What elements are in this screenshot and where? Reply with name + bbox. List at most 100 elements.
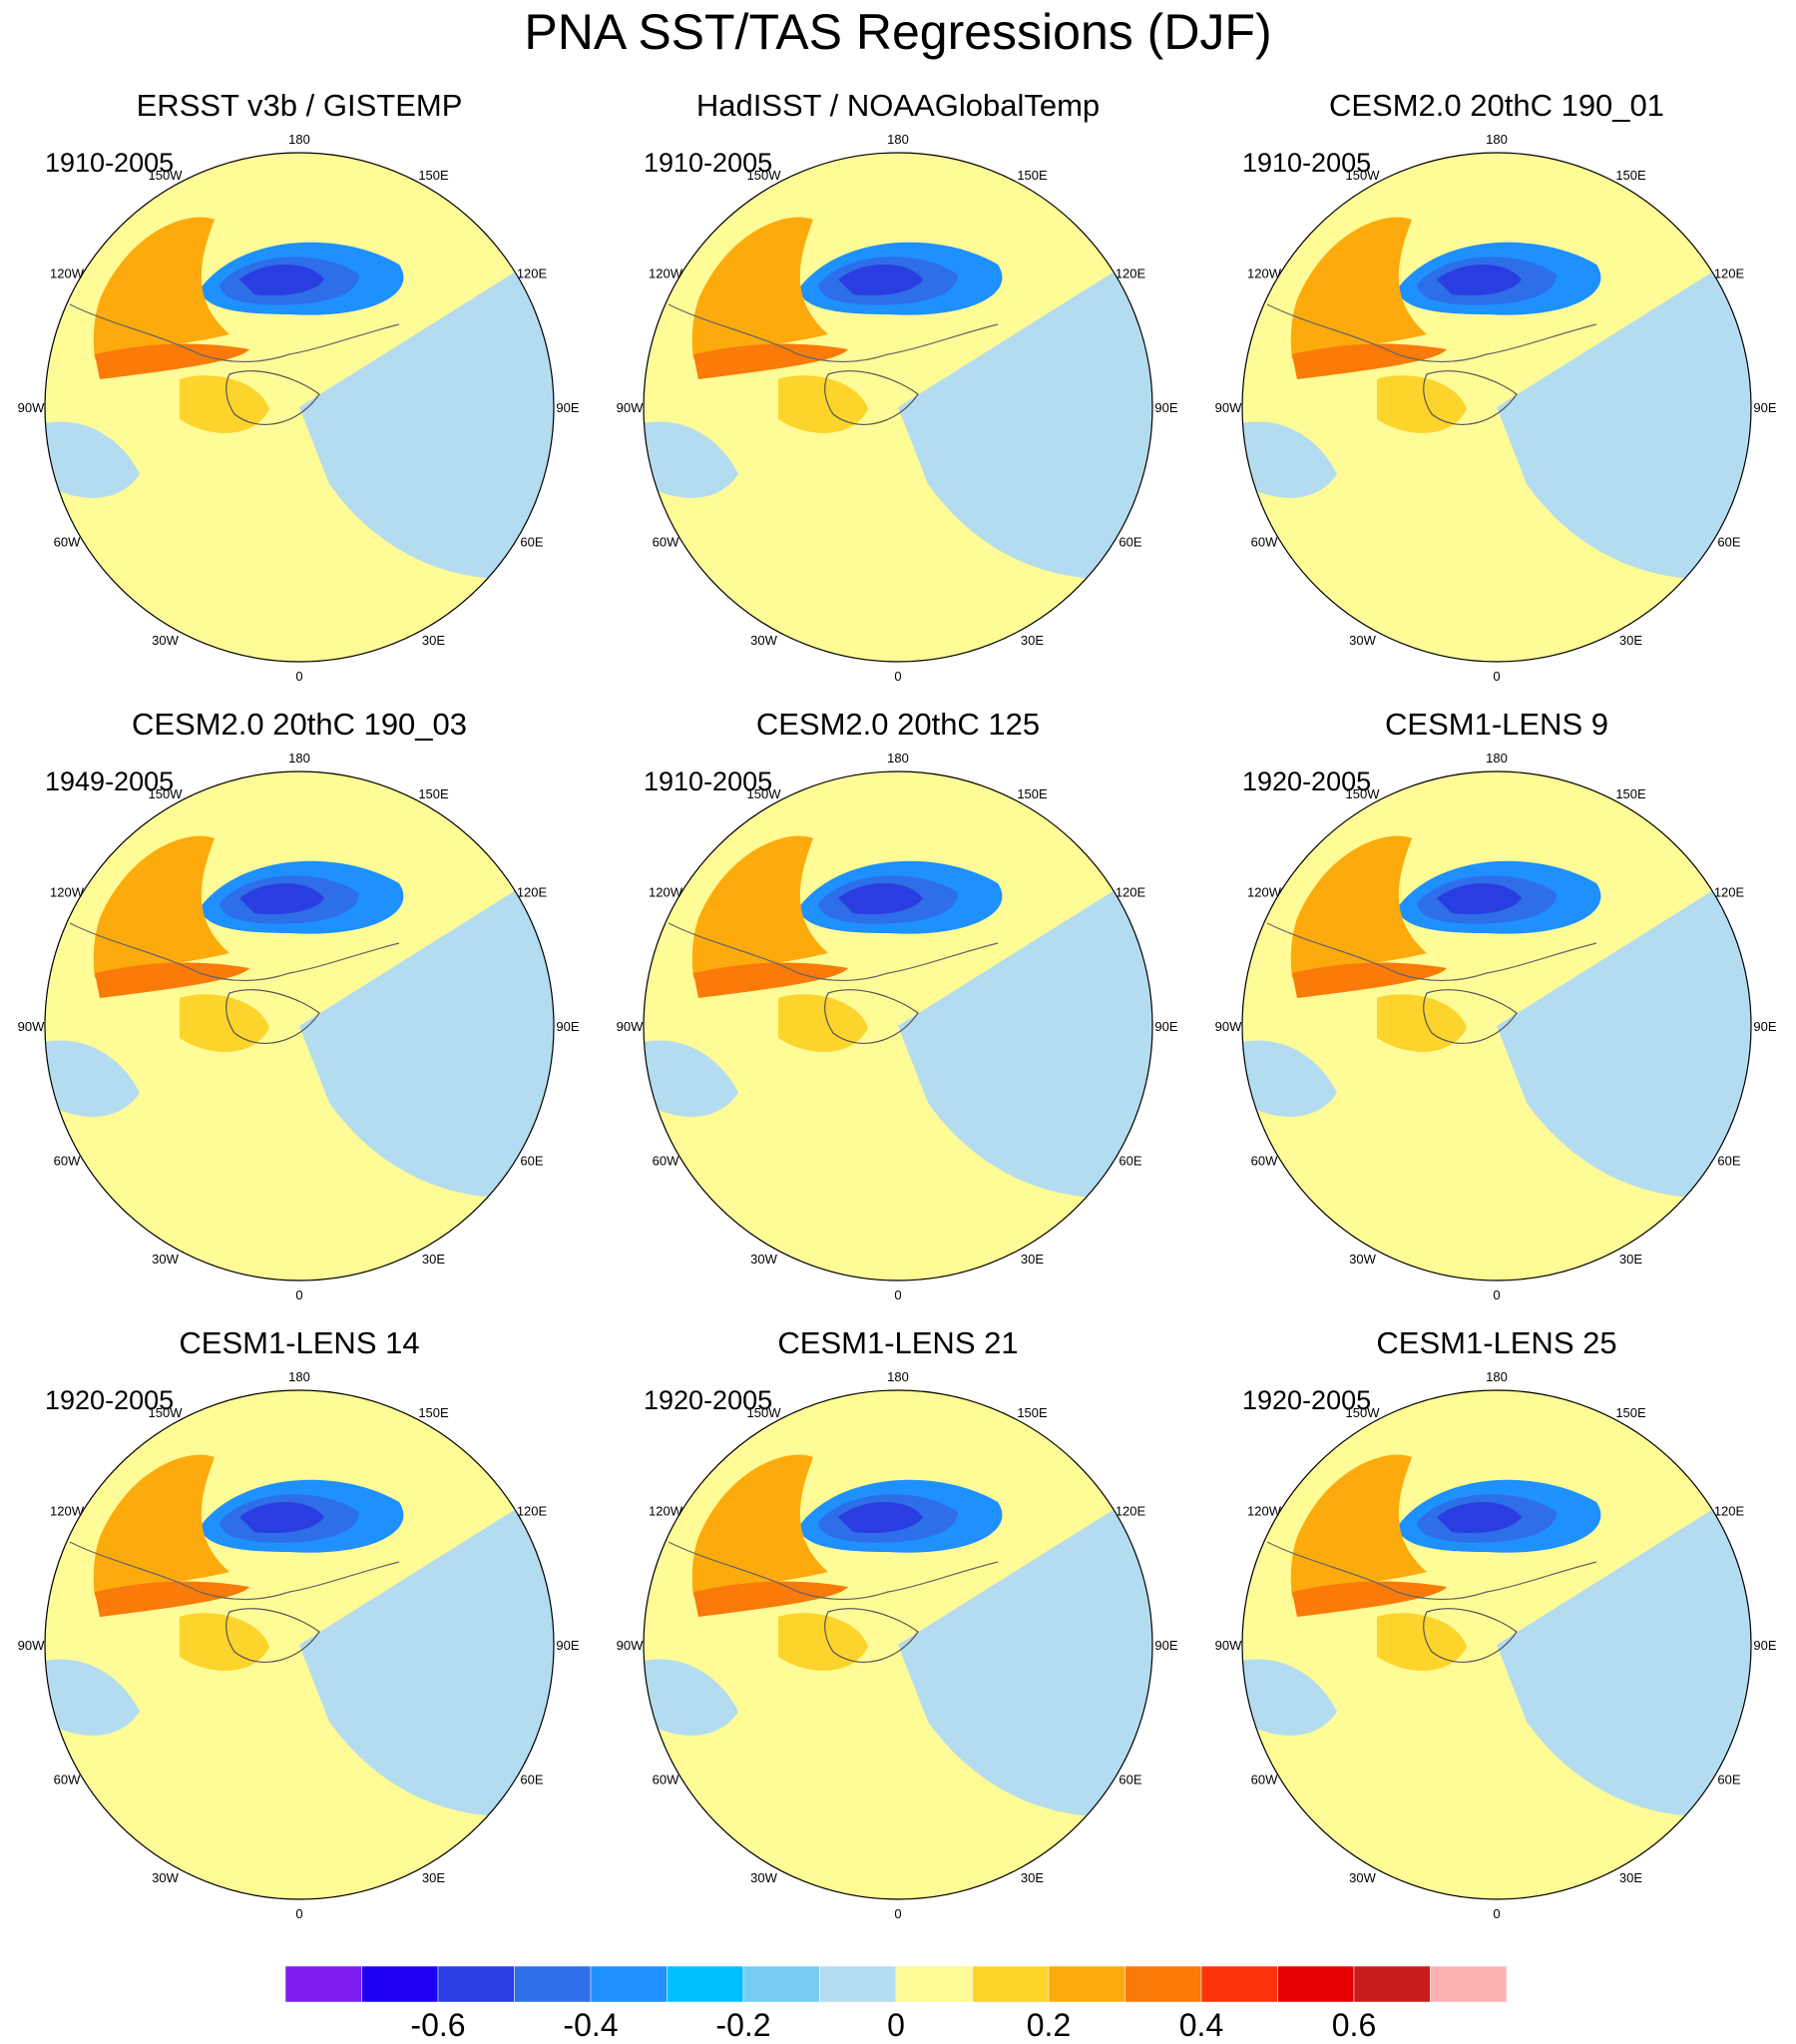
longitude-label: 90W xyxy=(18,1019,45,1034)
map-panel: CESM2.0 20thC 125 1910-2005 180 150E 120E 90E… xyxy=(599,614,1197,1302)
longitude-label: 90E xyxy=(556,1638,579,1653)
colorbar-box xyxy=(895,1965,973,2003)
longitude-label: 60W xyxy=(54,1154,81,1169)
coastline xyxy=(1423,989,1518,1044)
anomaly-contour xyxy=(691,217,828,359)
anomaly-contour xyxy=(838,264,923,296)
anomaly-contour xyxy=(93,835,229,978)
longitude-label: 30W xyxy=(750,1870,777,1885)
colorbar-box xyxy=(1200,1965,1278,2003)
anomaly-contour xyxy=(691,1454,828,1597)
longitude-label: 150W xyxy=(747,1405,782,1420)
longitude-label: 180 xyxy=(1486,132,1508,147)
map-border xyxy=(44,152,555,663)
longitude-label: 150W xyxy=(1346,1405,1381,1420)
longitude-label: 30E xyxy=(1021,1870,1044,1885)
longitude-label: 180 xyxy=(887,1369,909,1384)
anomaly-contour xyxy=(95,962,249,998)
polar-stereographic-map: 180 150E 120E 90E 60E 30E 0 30W 60W 90W 120W 150W xyxy=(18,751,580,1302)
longitude-label: 90E xyxy=(1753,400,1776,415)
longitude-label: 120W xyxy=(649,885,683,900)
map-panel: ERSST v3b / GISTEMP 1910-2005 180 150E 120E 9… xyxy=(0,0,599,684)
coastline xyxy=(225,370,320,425)
anomaly-contour xyxy=(1377,375,1467,433)
longitude-label: 60E xyxy=(1119,535,1141,550)
panel-period: 1910-2005 xyxy=(644,766,773,796)
colorbar-box xyxy=(437,1965,515,2003)
anomaly-contour xyxy=(778,994,868,1052)
colorbar-tick-label: -0.6 xyxy=(410,2007,465,2043)
longitude-label: 30E xyxy=(1021,1252,1044,1267)
map-panel: CESM1-LENS 25 1920-2005 180 150E 120E 90E 60E 3… xyxy=(1197,1233,1796,1921)
anomaly-contour xyxy=(1290,1454,1427,1597)
panel-title: CESM2.0 20thC 190_03 xyxy=(131,707,468,742)
anomaly-contour xyxy=(838,1502,923,1534)
longitude-label: 60W xyxy=(54,535,81,550)
longitude-label: 120W xyxy=(1247,1504,1282,1519)
map-panel: CESM1-LENS 21 1920-2005 180 150E 120E 90E 60E 3… xyxy=(599,1233,1197,1921)
coastline xyxy=(824,989,919,1044)
cool-anomaly-region xyxy=(1497,245,1751,580)
cool-anomaly-region xyxy=(45,1659,140,1736)
colorbar-tick-label: 0.4 xyxy=(1179,2007,1223,2043)
anomaly-contour xyxy=(180,1613,269,1671)
panel-title: CESM2.0 20thC 190_01 xyxy=(1328,88,1665,123)
panel-period: 1910-2005 xyxy=(1242,148,1372,178)
anomaly-contour xyxy=(1292,962,1447,998)
map-border xyxy=(1241,152,1752,663)
longitude-label: 30W xyxy=(1349,1252,1376,1267)
longitude-label: 30W xyxy=(152,633,179,648)
longitude-label: 60E xyxy=(520,1773,543,1788)
colorbar-box xyxy=(667,1965,744,2003)
cool-anomaly-region xyxy=(644,421,738,498)
longitude-label: 60E xyxy=(1119,1773,1141,1788)
anomaly-contour xyxy=(1437,883,1522,915)
longitude-label: 120E xyxy=(1116,1504,1146,1519)
longitude-label: 150E xyxy=(418,168,449,183)
longitude-label: 180 xyxy=(288,751,310,766)
cool-anomaly-region xyxy=(299,245,554,580)
longitude-label: 90E xyxy=(1753,1019,1776,1034)
longitude-label: 90E xyxy=(1154,1638,1177,1653)
coastline xyxy=(1266,303,1597,363)
coastline xyxy=(1423,1608,1518,1663)
coastline xyxy=(668,1541,999,1601)
longitude-label: 60E xyxy=(1717,1773,1740,1788)
colorbar-box xyxy=(742,1965,820,2003)
cool-anomaly-region xyxy=(644,1040,738,1117)
longitude-label: 60W xyxy=(1251,1154,1278,1169)
colorbar-box xyxy=(361,1965,439,2003)
longitude-label: 60W xyxy=(1251,535,1278,550)
longitude-label: 90W xyxy=(18,1638,45,1653)
longitude-label: 120E xyxy=(1714,885,1745,900)
longitude-label: 90E xyxy=(1753,1638,1776,1653)
polar-stereographic-map: 180 150E 120E 90E 60E 30E 0 30W 60W 90W 120W 150W xyxy=(1215,1369,1777,1921)
longitude-label: 150W xyxy=(747,168,782,183)
longitude-label: 120E xyxy=(517,266,548,281)
longitude-label: 180 xyxy=(1486,751,1508,766)
map-border xyxy=(1241,1389,1752,1900)
map-panel: CESM2.0 20thC 190_01 1910-2005 180 150E 120E… xyxy=(1197,0,1796,684)
polar-stereographic-map: 180 150E 120E 90E 60E 30E 0 30W 60W 90W 120W 150W xyxy=(18,132,580,684)
cool-anomaly-region xyxy=(898,1482,1152,1817)
longitude-label: 30W xyxy=(1349,633,1376,648)
longitude-label: 60W xyxy=(1251,1773,1278,1788)
longitude-label: 120W xyxy=(50,266,85,281)
longitude-label: 0 xyxy=(894,1906,901,1921)
panel-period: 1920-2005 xyxy=(45,1385,175,1415)
longitude-label: 0 xyxy=(1493,669,1500,684)
longitude-label: 90W xyxy=(18,400,45,415)
longitude-label: 90E xyxy=(1154,400,1177,415)
panel-title: CESM1-LENS 21 xyxy=(777,1325,1019,1360)
colorbar-box xyxy=(1277,1965,1355,2003)
longitude-label: 30E xyxy=(1619,1252,1642,1267)
colorbar-box xyxy=(514,1965,592,2003)
colorbar-tick-label: 0.2 xyxy=(1027,2007,1071,2043)
coastline xyxy=(824,1608,919,1663)
colorbar-box xyxy=(284,1965,362,2003)
cool-anomaly-region xyxy=(45,421,140,498)
anomaly-contour xyxy=(180,375,269,433)
longitude-label: 30E xyxy=(422,633,445,648)
longitude-label: 150W xyxy=(149,786,184,801)
anomaly-contour xyxy=(693,343,848,379)
